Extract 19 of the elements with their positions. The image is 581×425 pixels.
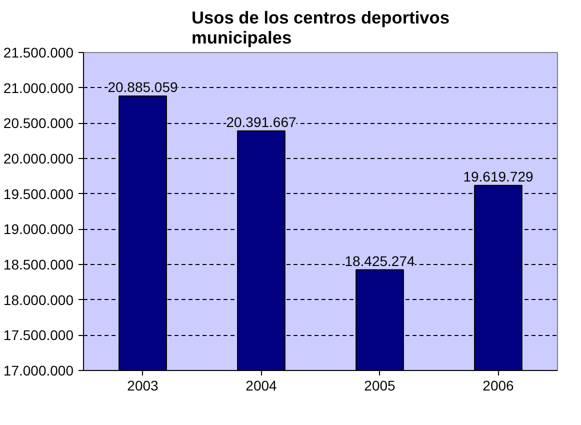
x-tick-label: 2005	[364, 378, 396, 394]
y-tick-label: 18.500.000	[3, 256, 74, 272]
data-label: 20.885.059	[108, 78, 178, 95]
x-tick-label: 2004	[246, 378, 278, 394]
y-tick-label: 20.000.000	[3, 150, 74, 166]
y-tick-label: 21.000.000	[3, 80, 74, 96]
y-tick-label: 19.500.000	[3, 186, 74, 202]
y-tick-label: 21.500.000	[3, 44, 74, 60]
chart-title: Usos de los centros deportivos municipales	[191, 8, 450, 48]
y-tick-label: 20.500.000	[3, 115, 74, 132]
data-label: 20.391.667	[226, 114, 296, 130]
data-label: 18.425.274	[344, 252, 415, 269]
x-tick-label: 2006	[482, 378, 514, 394]
data-label: 19.619.729	[463, 168, 534, 184]
y-tick-label: 19.000.000	[3, 221, 74, 238]
y-tick-label: 18.000.000	[3, 292, 74, 308]
y-tick-label: 17.000.000	[3, 362, 74, 378]
x-tick-label: 2003	[127, 378, 159, 394]
y-tick-label: 17.500.000	[3, 327, 74, 344]
